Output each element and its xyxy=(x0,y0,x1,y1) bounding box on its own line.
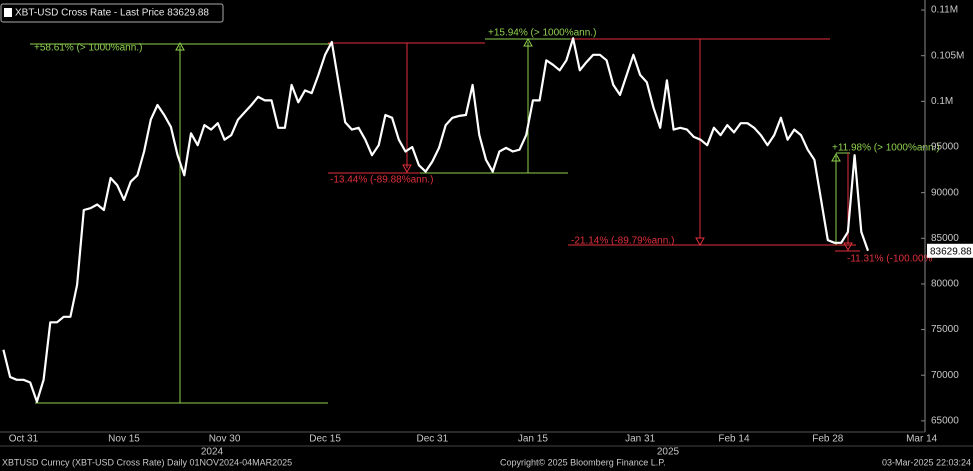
x-tick-label: Feb 28 xyxy=(812,434,844,445)
footer-center: Copyright© 2025 Bloomberg Finance L.P. xyxy=(500,457,666,467)
last-price-box xyxy=(927,243,973,258)
x-tick-label: Mar 14 xyxy=(906,434,938,445)
y-tick-label: 85000 xyxy=(931,233,959,244)
x-tick-label: Dec 15 xyxy=(309,434,341,445)
price-line xyxy=(2,37,870,403)
footer-right: 03-Mar-2025 22:03:24 xyxy=(882,457,971,467)
y-tick-label: 0.105M xyxy=(931,50,964,61)
y-tick-label: 95000 xyxy=(931,142,959,153)
x-group-label: 2024 xyxy=(201,447,224,458)
x-tick-label: Nov 15 xyxy=(108,434,140,445)
annotation: -21.14% (-89.79%ann.) xyxy=(571,236,674,247)
y-tick-label: 80000 xyxy=(931,279,959,290)
x-tick-label: Jan 15 xyxy=(518,434,548,445)
x-tick-label: Jan 31 xyxy=(625,434,655,445)
title-box xyxy=(0,3,224,23)
last-price-label: 83629.88 xyxy=(930,246,972,257)
x-tick-label: Oct 31 xyxy=(9,434,39,445)
x-group-label: 2025 xyxy=(657,447,680,458)
x-tick-label: Dec 31 xyxy=(416,434,448,445)
arrow xyxy=(523,37,533,47)
y-tick-label: 0.1M xyxy=(931,96,953,107)
annotation: +15.94% (> 1000%ann.) xyxy=(488,28,596,39)
x-tick-label: Nov 30 xyxy=(209,434,241,445)
chart-title: XBT-USD Cross Rate - Last Price 83629.88 xyxy=(15,8,209,19)
x-tick-label: Feb 14 xyxy=(718,434,750,445)
arrow xyxy=(843,242,853,252)
y-tick-label: 65000 xyxy=(931,416,959,427)
y-tick-label: 90000 xyxy=(931,187,959,198)
annotation: +11.98% (> 1000%ann.) xyxy=(832,143,940,154)
annotation: -13.44% (-89.88%ann.) xyxy=(330,175,433,186)
arrow xyxy=(402,164,412,174)
arrow xyxy=(831,152,841,162)
annotation: +58.61% (> 1000%ann.) xyxy=(34,43,142,54)
y-tick-label: 0.11M xyxy=(931,5,958,16)
arrow xyxy=(175,41,185,51)
arrow xyxy=(695,237,705,247)
annotations: +58.61% (> 1000%ann.) -13.44% (-89.88%an… xyxy=(30,28,940,404)
y-tick-label: 75000 xyxy=(931,324,959,335)
y-tick-label: 70000 xyxy=(931,370,959,381)
title-icon xyxy=(4,8,12,17)
annotation: -11.31% (-100.00% xyxy=(847,254,933,265)
footer-left: XBTUSD Curncy (XBT-USD Cross Rate) Daily… xyxy=(2,457,292,467)
